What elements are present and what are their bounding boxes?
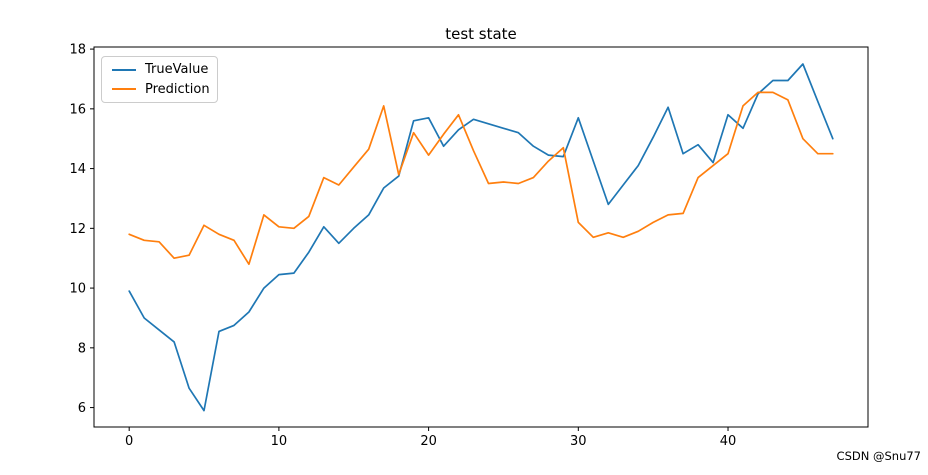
legend-item-prediction: Prediction bbox=[112, 80, 210, 98]
plot-area: 0 10 20 30 40 6 8 10 12 14 16 18 bbox=[69, 43, 869, 449]
y-axis-tick-label: 6 bbox=[78, 401, 86, 416]
truevalue-line-swatch bbox=[112, 68, 136, 71]
legend: TrueValue Prediction bbox=[101, 56, 218, 103]
prediction-line bbox=[128, 91, 834, 266]
watermark: CSDN @Snu77 bbox=[837, 449, 921, 463]
legend-item-truevalue: TrueValue bbox=[112, 61, 209, 79]
x-axis-tick-label: 30 bbox=[570, 434, 587, 449]
x-axis-tick-label: 40 bbox=[720, 434, 737, 449]
truevalue-line bbox=[128, 63, 834, 412]
x-axis-tick-label: 0 bbox=[125, 434, 133, 449]
y-axis-tick-label: 14 bbox=[69, 162, 86, 177]
legend-label-prediction: Prediction bbox=[145, 81, 210, 97]
axes-spines bbox=[93, 46, 869, 428]
chart-title: test state bbox=[445, 25, 517, 43]
x-axis-tick-label: 20 bbox=[420, 434, 437, 449]
y-axis-tick-label: 12 bbox=[69, 222, 86, 237]
y-axis-tick-label: 18 bbox=[69, 43, 86, 58]
y-axis-tick-label: 8 bbox=[78, 341, 86, 356]
y-axis-tick-label: 16 bbox=[69, 102, 86, 117]
prediction-line-swatch bbox=[112, 88, 136, 91]
x-axis-tick-label: 10 bbox=[271, 434, 288, 449]
y-axis-tick-label: 10 bbox=[69, 282, 86, 297]
legend-label-truevalue: TrueValue bbox=[145, 62, 209, 78]
